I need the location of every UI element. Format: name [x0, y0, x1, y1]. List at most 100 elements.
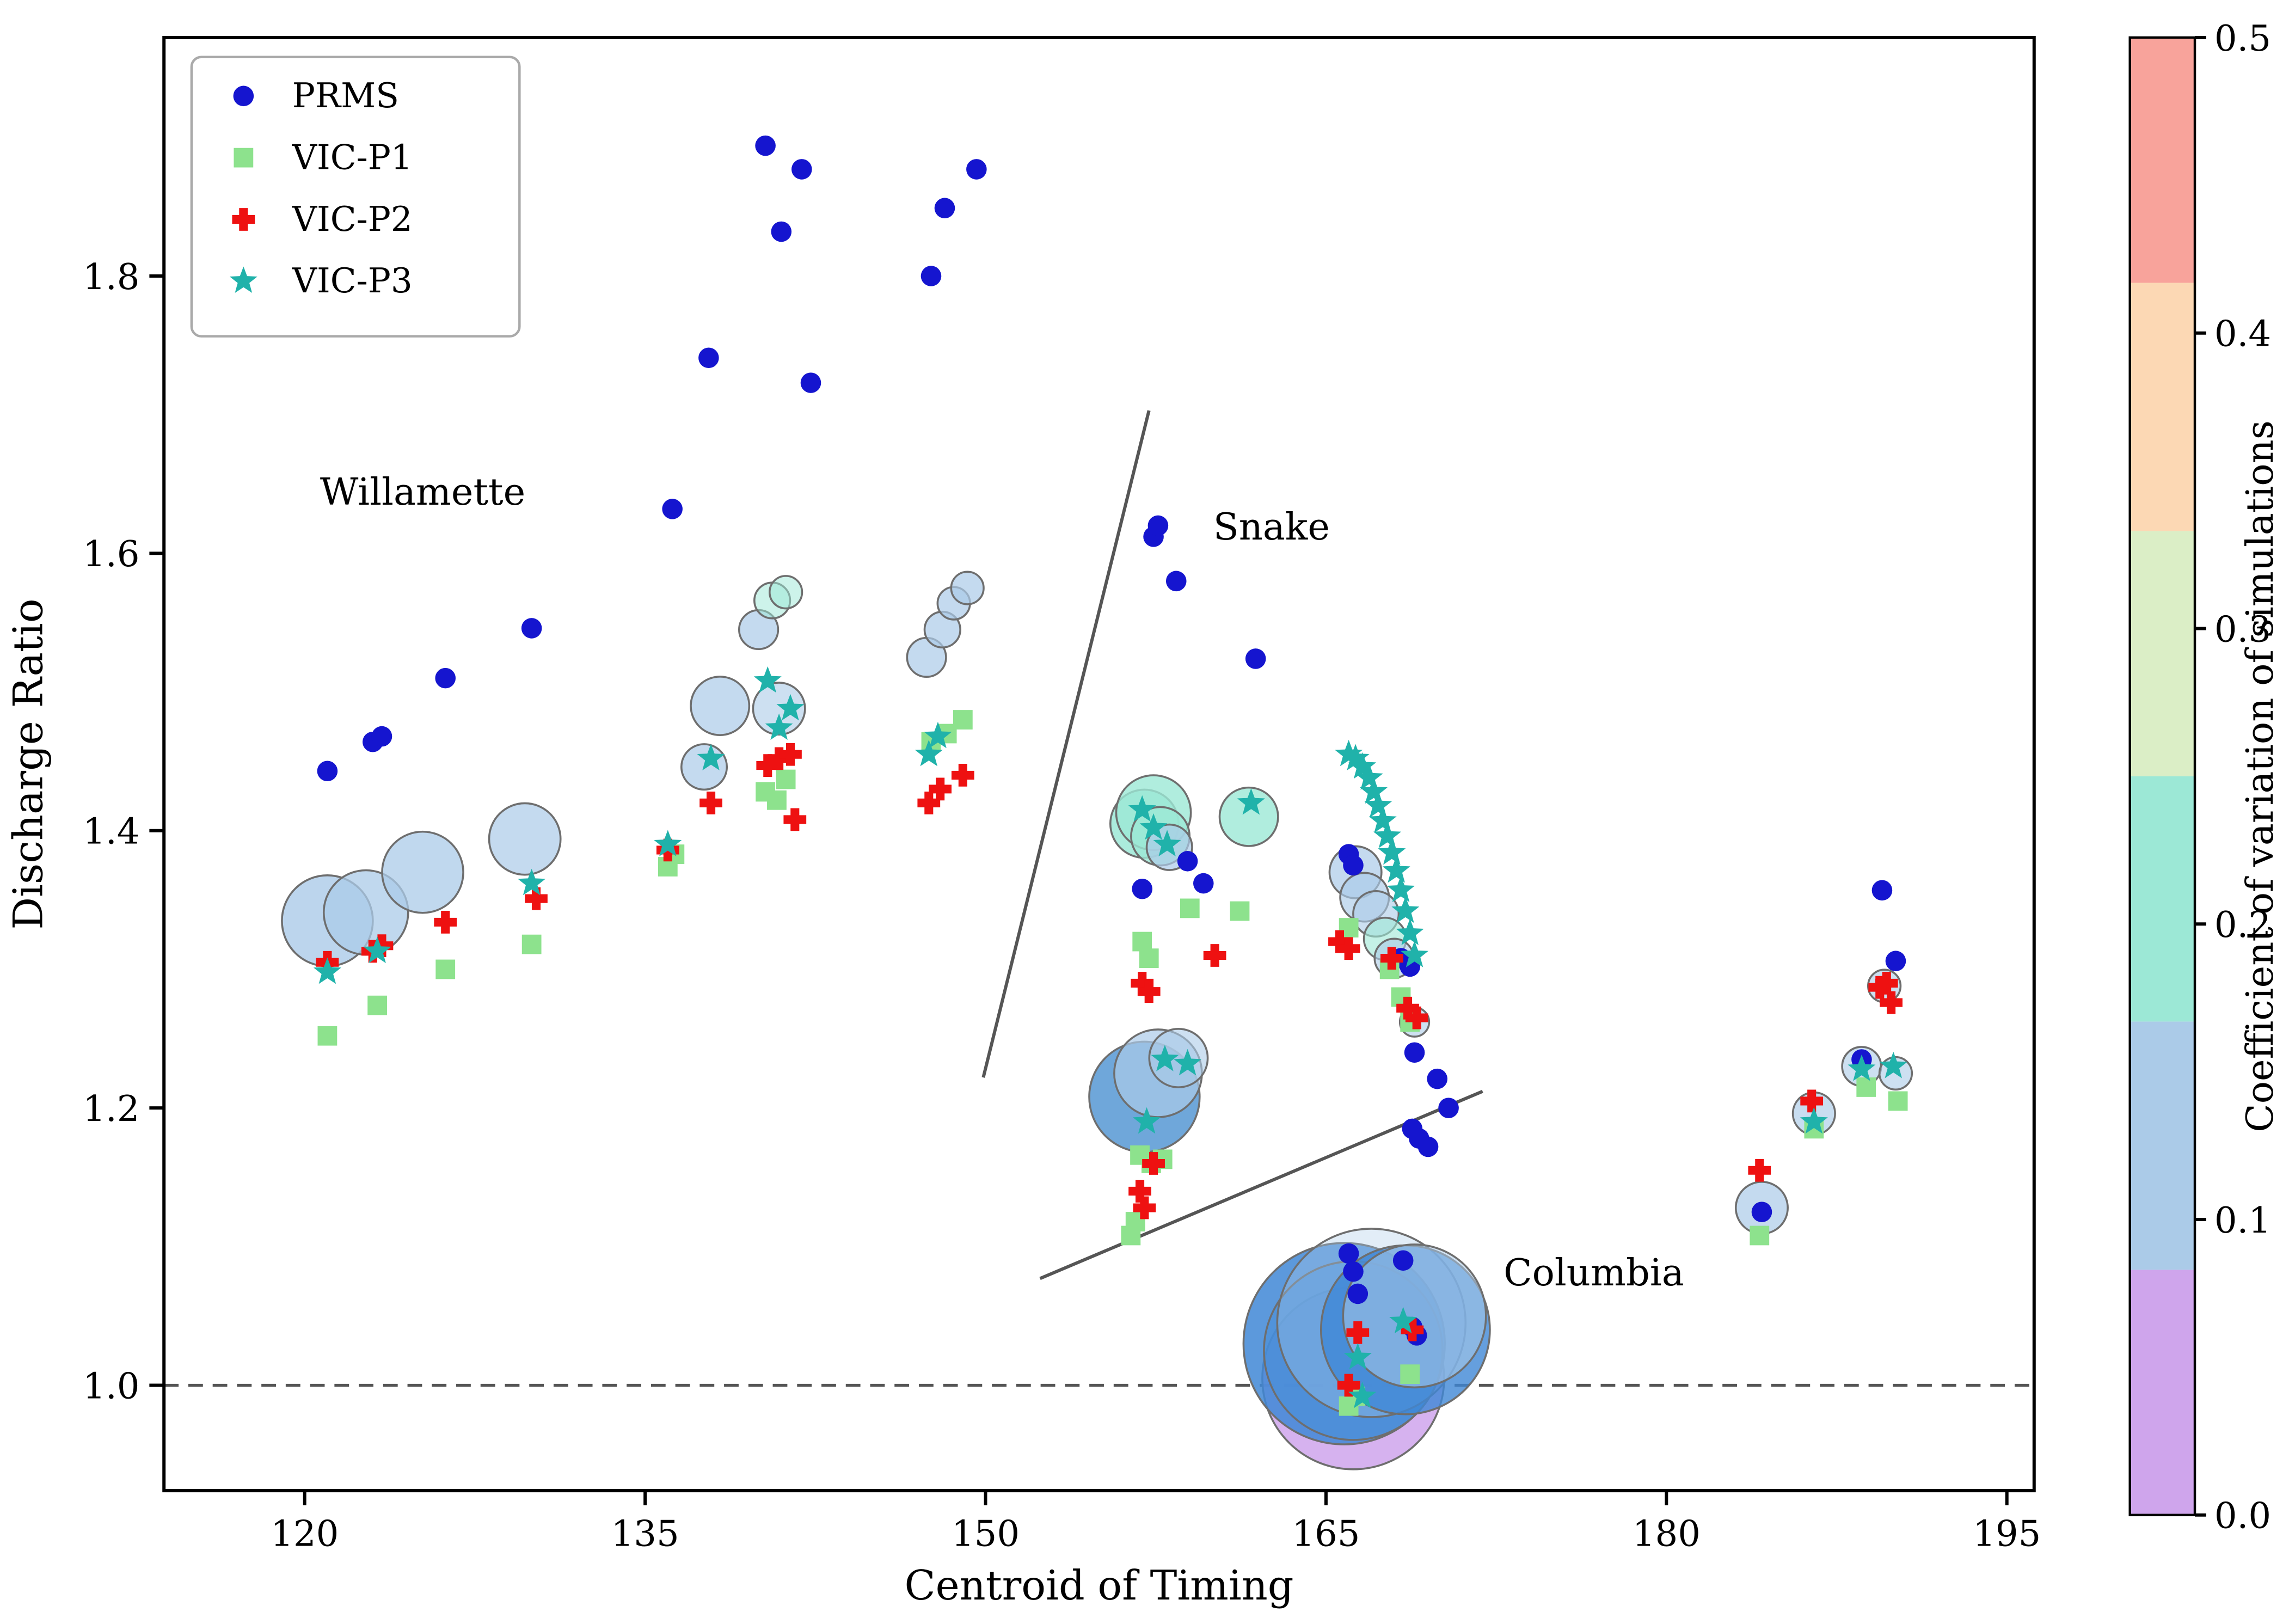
VIC-P3-point: [753, 666, 782, 693]
VIC-P3-point: [1359, 777, 1388, 804]
colorbar-band: [2130, 1270, 2195, 1515]
VIC-P1-point: [521, 934, 542, 954]
x-tick-label: 195: [1973, 1513, 2041, 1554]
PRMS-point: [966, 159, 987, 180]
VIC-P2-point: [1337, 937, 1360, 960]
VIC-P3-point: [313, 957, 341, 984]
legend-marker-VIC-P1: [234, 148, 254, 168]
VIC-P2-point: [756, 754, 780, 777]
legend-label-VIC-P2: VIC-P2: [292, 199, 413, 239]
colorbar-band: [2130, 283, 2195, 531]
VIC-P1-point: [435, 959, 456, 979]
VIC-P3-point: [1391, 896, 1420, 923]
colorbar: 0.0 0.1 0.2 0.3 0.4 0.5 Coefficient of variati…: [2128, 18, 2282, 1537]
region-label-columbia: Columbia: [1504, 1251, 1684, 1295]
VIC-P1-point: [1856, 1077, 1876, 1097]
cv-bubble: [1342, 1243, 1487, 1389]
colorbar-tick-label: 0.1: [2214, 1200, 2271, 1241]
VIC-P3-point: [1348, 1382, 1377, 1408]
VIC-P1-point: [1180, 898, 1200, 918]
VIC-P2-point: [917, 791, 941, 814]
series-PRMS: [317, 135, 1906, 1346]
VIC-P3-point: [1153, 830, 1181, 856]
y-tick-label: 1.2: [83, 1088, 139, 1130]
VIC-P1-point: [367, 995, 388, 1015]
PRMS-point: [1165, 571, 1187, 592]
colorbar-tick-label: 0.2: [2214, 904, 2271, 946]
VIC-P3-point: [1128, 795, 1156, 822]
VIC-P3-point: [654, 830, 682, 856]
colorbar-tick-label: 0.3: [2214, 609, 2271, 650]
VIC-P3-point: [1237, 788, 1265, 815]
PRMS-point: [435, 667, 456, 689]
PRMS-point: [920, 266, 942, 286]
VIC-P2-point: [951, 764, 974, 787]
PRMS-point: [791, 159, 812, 180]
VIC-P3-point: [1348, 752, 1377, 779]
VIC-P2-point: [929, 777, 952, 801]
VIC-P2-point: [1337, 1374, 1360, 1397]
VIC-P2-point: [1203, 944, 1226, 967]
VIC-P3-point: [363, 936, 391, 964]
VIC-P2-point: [434, 910, 457, 934]
x-axis-label: Centroid of Timing: [905, 1562, 1294, 1609]
legend-marker-VIC-P3: [229, 266, 257, 293]
VIC-P3-point: [1396, 918, 1424, 945]
VIC-P2-point: [1748, 1159, 1771, 1182]
region-label-willamette: Willamette: [320, 470, 525, 514]
VIC-P3-point: [1800, 1107, 1828, 1134]
cv-bubble: [950, 571, 985, 605]
VIC-P2-point: [1133, 1196, 1156, 1219]
VIC-P2-point: [1128, 1180, 1151, 1203]
VIC-P3-point: [1848, 1054, 1876, 1081]
VIC-P3-point: [1139, 813, 1168, 840]
VIC-P3-point: [1401, 941, 1429, 967]
axes: 120 135 150 165 180 195 1.0 1.2 1.4 1.6 1.8 Centroi…: [5, 35, 2041, 1609]
cv-bubble: [769, 575, 803, 610]
colorbar-outline: [2128, 36, 2196, 1517]
VIC-P2-point: [1880, 991, 1903, 1014]
VIC-P2-point: [1346, 1321, 1370, 1344]
PRMS-point: [1427, 1068, 1448, 1089]
PRMS-point: [1177, 851, 1198, 872]
VIC-P1-point: [1888, 1091, 1908, 1111]
PRMS-point: [934, 198, 955, 219]
VIC-P1-point: [1750, 1225, 1770, 1246]
VIC-P2-point: [1800, 1089, 1824, 1113]
legend-box: [190, 56, 521, 338]
x-tick-label: 180: [1633, 1513, 1701, 1554]
VIC-P3-point: [1343, 1343, 1372, 1370]
VIC-P3-point: [1151, 1045, 1179, 1071]
VIC-P3-point: [1378, 838, 1406, 865]
colorbar-tick-label: 0.0: [2214, 1496, 2271, 1537]
plot-border: [162, 35, 2036, 1493]
PRMS-point: [1404, 1042, 1425, 1063]
PRMS-point: [1343, 855, 1364, 876]
PRMS-point: [1132, 878, 1153, 899]
PRMS-point: [1751, 1202, 1772, 1222]
cv-bubble: [381, 830, 464, 914]
VIC-P2-point: [779, 743, 802, 766]
VIC-P2-point: [525, 887, 548, 910]
PRMS-point: [771, 221, 792, 242]
legend: PRMS VIC-P1 VIC-P2 VIC-P3: [190, 56, 521, 338]
PRMS-point: [1347, 1283, 1369, 1304]
VIC-P2-point: [1405, 1006, 1428, 1029]
x-tick-label: 135: [611, 1513, 679, 1554]
VIC-P3-point: [518, 868, 546, 896]
VIC-P3-point: [1355, 763, 1383, 790]
VIC-P3-point: [1369, 806, 1397, 833]
PRMS-point: [755, 135, 776, 156]
x-tick-label: 150: [952, 1513, 1020, 1554]
colorbar-band: [2130, 776, 2195, 1022]
VIC-P3-point: [1373, 822, 1402, 848]
VIC-P3-point: [915, 739, 943, 767]
legend-marker-PRMS: [233, 85, 254, 107]
VIC-P2-point: [1875, 972, 1898, 995]
VIC-P1-point: [1132, 931, 1152, 952]
PRMS-point: [1417, 1136, 1439, 1157]
region-labels: Willamette Snake Columbia: [320, 470, 1684, 1295]
VIC-P2-point: [1131, 972, 1154, 995]
